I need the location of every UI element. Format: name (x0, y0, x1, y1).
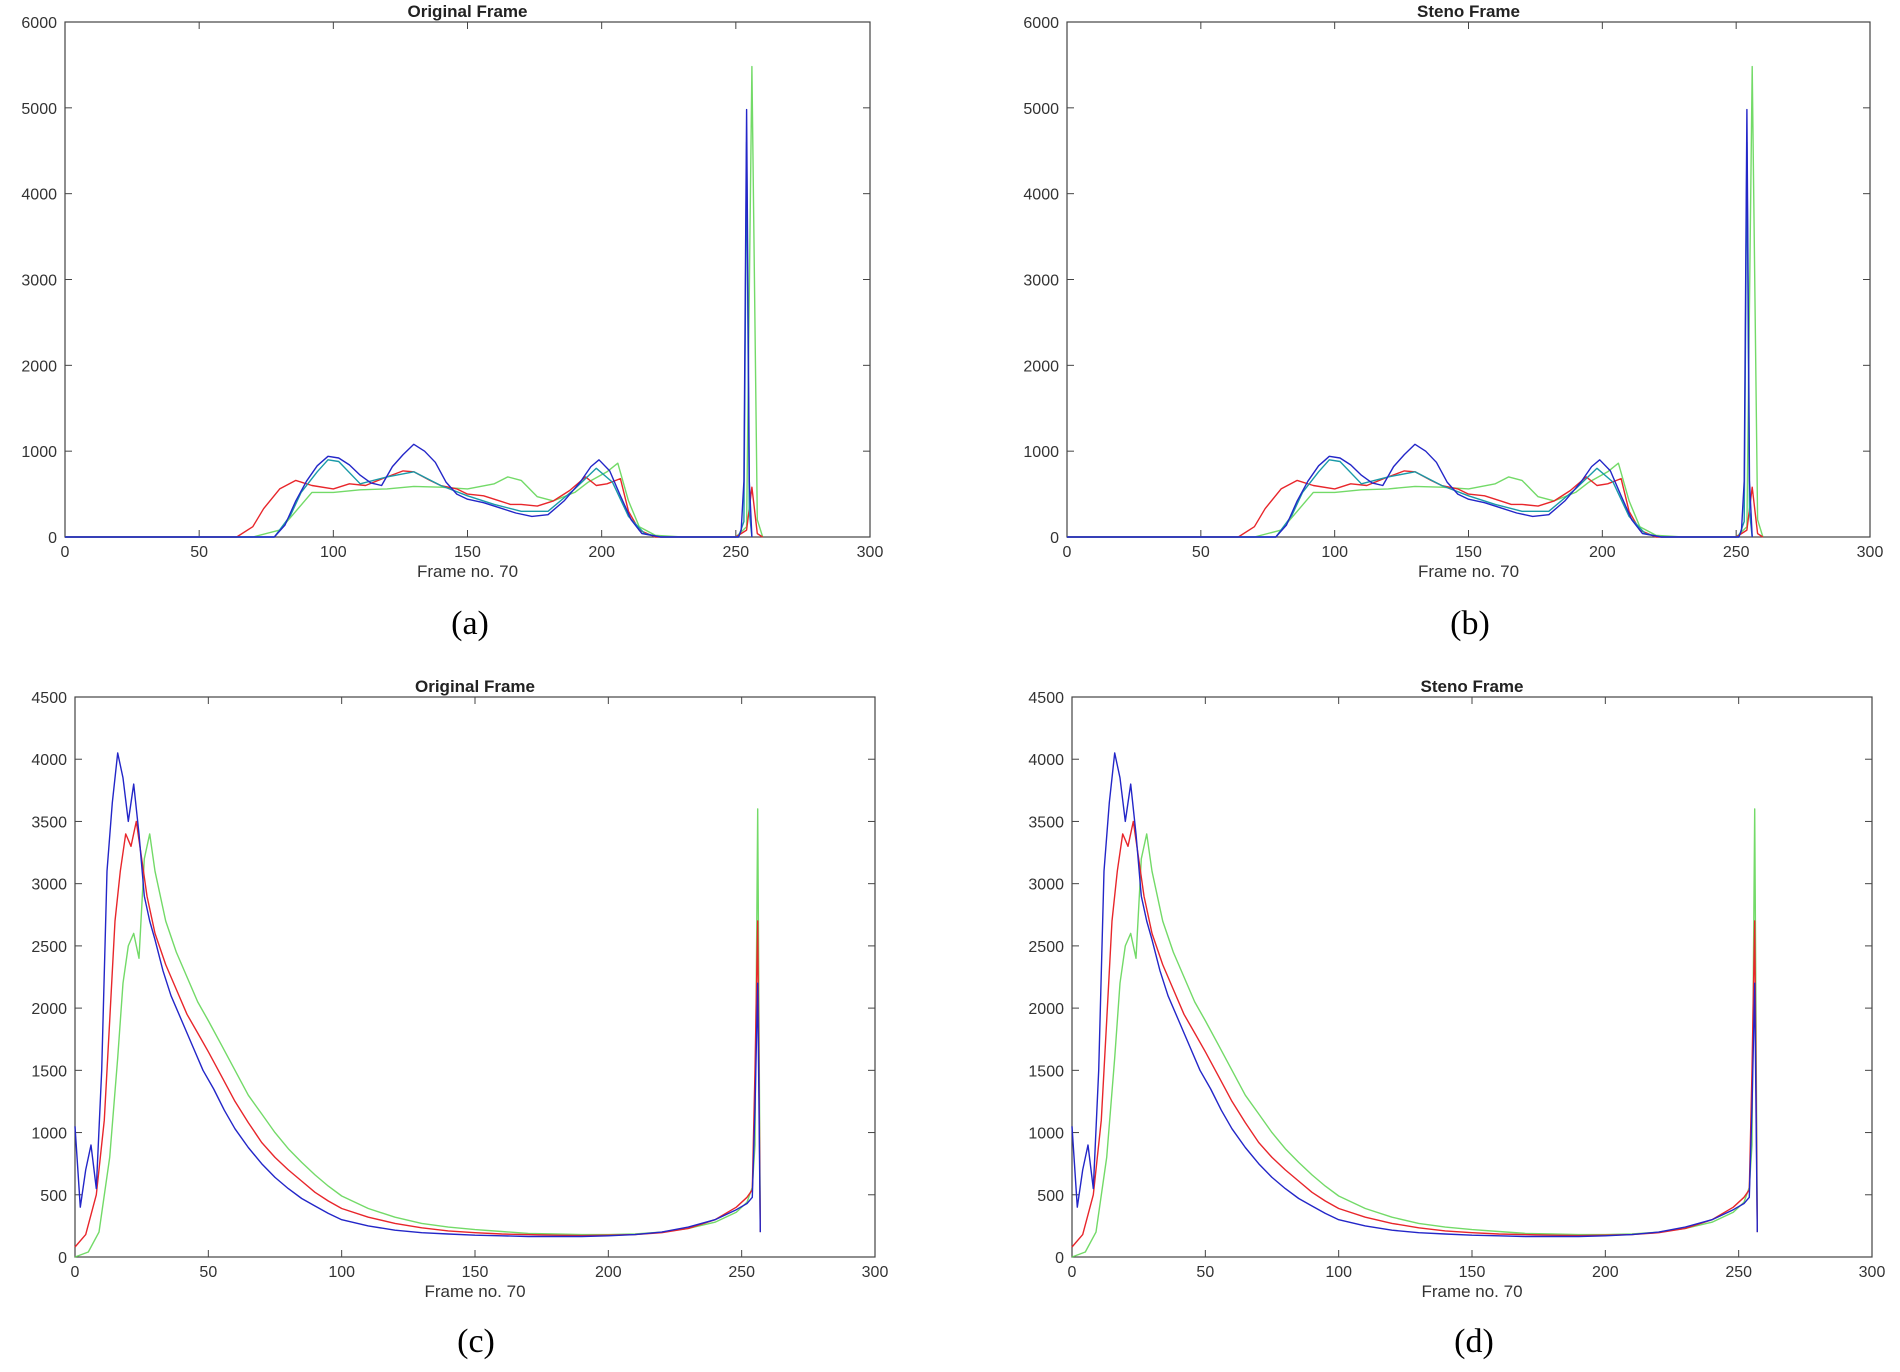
x-tick-label: 300 (1859, 1264, 1886, 1281)
x-tick-label: 0 (1063, 544, 1072, 561)
y-tick-label: 3000 (1028, 877, 1064, 894)
plot-frame (74, 696, 876, 1258)
series-line-blue (65, 108, 753, 538)
x-tick-label: 250 (1723, 544, 1750, 561)
series-line-green (1071, 808, 1758, 1258)
y-tick-label: 500 (40, 1188, 67, 1205)
y-tick-label: 4000 (1028, 752, 1064, 769)
chart-title: Steno Frame (1421, 677, 1524, 696)
x-tick-label: 100 (1325, 1264, 1352, 1281)
x-tick-label: 150 (1455, 544, 1482, 561)
x-tick-label: 200 (1592, 1264, 1619, 1281)
y-tick-label: 2500 (1028, 939, 1064, 956)
x-tick-label: 250 (728, 1264, 755, 1281)
caption-d: (d) (1454, 1323, 1494, 1360)
x-tick-label: 50 (190, 544, 208, 561)
y-tick-label: 4500 (1028, 690, 1064, 707)
y-tick-label: 500 (1037, 1188, 1064, 1205)
y-tick-label: 4000 (1023, 187, 1059, 204)
series-line-green (1067, 65, 1764, 538)
x-axis-label: Frame no. 70 (1421, 1282, 1522, 1301)
x-tick-label: 250 (722, 544, 749, 561)
y-tick-label: 3500 (1028, 814, 1064, 831)
x-tick-label: 150 (454, 544, 481, 561)
y-tick-label: 2500 (31, 939, 67, 956)
y-tick-label: 6000 (21, 15, 57, 32)
chart-title: Original Frame (408, 2, 528, 21)
y-tick-label: 3500 (31, 814, 67, 831)
y-tick-label: 4000 (31, 752, 67, 769)
plot-frame (1071, 696, 1873, 1258)
y-tick-label: 1000 (1023, 444, 1059, 461)
caption-c: (c) (457, 1323, 495, 1360)
series-line-red (65, 470, 764, 538)
y-tick-label: 1000 (31, 1126, 67, 1143)
series-line-red (1071, 820, 1758, 1248)
caption-a: (a) (451, 605, 489, 642)
y-tick-label: 2000 (31, 1001, 67, 1018)
x-tick-label: 300 (862, 1264, 889, 1281)
x-axis-label: Frame no. 70 (1418, 562, 1519, 581)
y-tick-label: 3000 (1023, 273, 1059, 290)
x-tick-label: 200 (588, 544, 615, 561)
y-tick-label: 1000 (1028, 1126, 1064, 1143)
y-tick-label: 3000 (31, 877, 67, 894)
series-line-teal (65, 141, 753, 538)
y-tick-label: 4000 (21, 187, 57, 204)
chart-panel-a: 0 50 100 150 200 250 3000100020003000400050006… (21, 2, 883, 581)
y-tick-label: 2000 (1028, 1001, 1064, 1018)
x-tick-label: 50 (1196, 1264, 1214, 1281)
series-line-teal (1067, 141, 1753, 538)
x-tick-label: 100 (320, 544, 347, 561)
chart-panel-b: 0 50 100 150 200 250 3000100020003000400050006… (1023, 2, 1883, 581)
x-tick-label: 100 (328, 1264, 355, 1281)
series-line-blue (1071, 752, 1758, 1238)
y-tick-label: 0 (1055, 1250, 1064, 1267)
y-tick-label: 2000 (1023, 358, 1059, 375)
y-tick-label: 6000 (1023, 15, 1059, 32)
x-tick-label: 50 (1192, 544, 1210, 561)
chart-title: Original Frame (415, 677, 535, 696)
series-line-blue (1067, 108, 1753, 538)
y-tick-label: 2000 (21, 358, 57, 375)
y-tick-label: 5000 (1023, 101, 1059, 118)
series-line-red (74, 820, 761, 1248)
y-tick-label: 0 (48, 530, 57, 547)
x-tick-label: 150 (1459, 1264, 1486, 1281)
chart-title: Steno Frame (1417, 2, 1520, 21)
series-line-blue (74, 752, 761, 1238)
y-tick-label: 0 (58, 1250, 67, 1267)
x-tick-label: 300 (857, 544, 884, 561)
x-tick-label: 150 (462, 1264, 489, 1281)
x-tick-label: 0 (61, 544, 70, 561)
series-line-green (65, 65, 764, 538)
x-tick-label: 0 (71, 1264, 80, 1281)
caption-b: (b) (1450, 605, 1490, 642)
y-tick-label: 4500 (31, 690, 67, 707)
x-tick-label: 300 (1857, 544, 1884, 561)
y-tick-label: 5000 (21, 101, 57, 118)
series-line-green (74, 808, 761, 1258)
x-tick-label: 0 (1068, 1264, 1077, 1281)
x-tick-label: 50 (199, 1264, 217, 1281)
y-tick-label: 1500 (31, 1063, 67, 1080)
x-tick-label: 100 (1321, 544, 1348, 561)
x-axis-label: Frame no. 70 (417, 562, 518, 581)
x-tick-label: 250 (1725, 1264, 1752, 1281)
x-tick-label: 200 (1589, 544, 1616, 561)
x-tick-label: 200 (595, 1264, 622, 1281)
y-tick-label: 3000 (21, 273, 57, 290)
y-tick-label: 1000 (21, 444, 57, 461)
series-line-red (1067, 470, 1764, 538)
chart-panel-c: 0 50 100 150 200 250 3000500100015002000250030… (31, 677, 888, 1301)
y-tick-label: 1500 (1028, 1063, 1064, 1080)
chart-panel-d: 0 50 100 150 200 250 3000500100015002000250030… (1028, 677, 1885, 1301)
y-tick-label: 0 (1050, 530, 1059, 547)
x-axis-label: Frame no. 70 (424, 1282, 525, 1301)
